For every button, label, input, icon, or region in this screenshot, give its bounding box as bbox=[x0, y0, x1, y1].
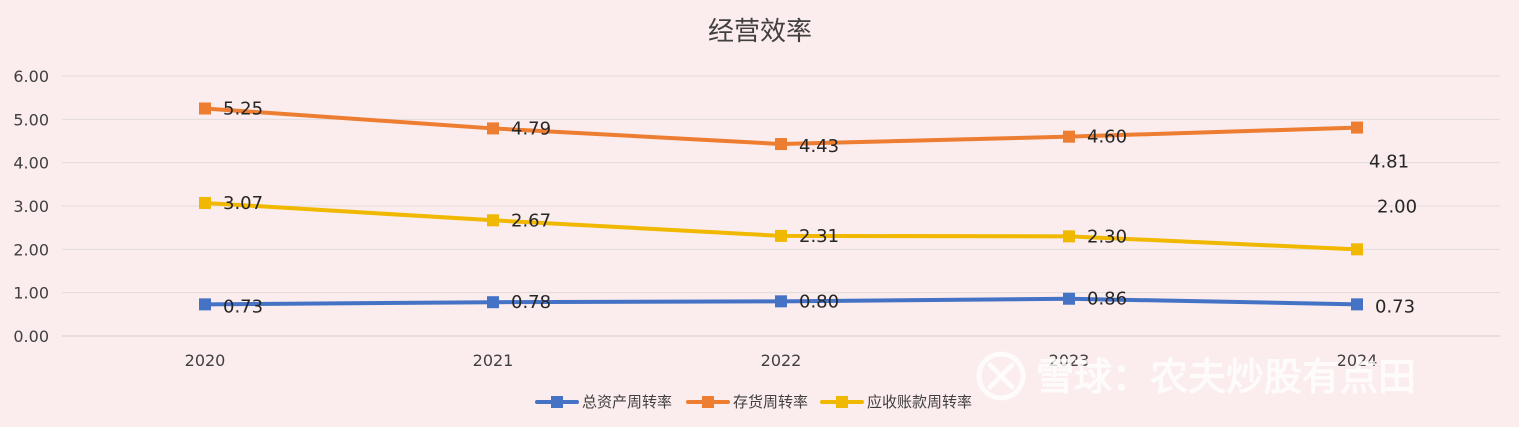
data-label: 2.30 bbox=[1087, 226, 1127, 247]
x-tick-label: 2024 bbox=[1337, 351, 1378, 370]
series-marker bbox=[1351, 298, 1363, 311]
series-lines bbox=[199, 102, 1363, 311]
data-label: 0.80 bbox=[799, 291, 839, 312]
legend-swatch-marker bbox=[702, 396, 714, 408]
data-label: 2.31 bbox=[799, 226, 839, 247]
series-marker bbox=[487, 214, 499, 227]
series-marker bbox=[775, 138, 787, 151]
legend-label: 总资产周转率 bbox=[582, 393, 672, 411]
series-marker bbox=[775, 229, 787, 242]
data-label: 4.43 bbox=[799, 136, 839, 157]
data-label: 4.60 bbox=[1087, 127, 1127, 148]
series-marker bbox=[1063, 130, 1075, 143]
legend-label: 应收账款周转率 bbox=[867, 393, 972, 411]
series-line bbox=[203, 200, 1359, 252]
data-label: 0.78 bbox=[511, 292, 551, 313]
data-label: 2.00 bbox=[1377, 196, 1417, 217]
series-marker bbox=[775, 295, 787, 308]
data-label: 2.67 bbox=[511, 210, 551, 231]
series-marker bbox=[199, 102, 211, 115]
y-tick-label: 5.00 bbox=[13, 110, 49, 129]
series-marker bbox=[487, 296, 499, 309]
y-tick-label: 6.00 bbox=[13, 67, 49, 86]
x-tick-label: 2020 bbox=[185, 351, 226, 370]
y-tick-label: 2.00 bbox=[13, 240, 49, 259]
legend: 总资产周转率 存货周转率 应收账款周转率 bbox=[535, 393, 972, 411]
series-marker bbox=[1063, 292, 1075, 305]
series-marker bbox=[487, 122, 499, 135]
watermark-text: 雪球：农夫炒股有点田 bbox=[1036, 355, 1416, 399]
data-labels: 0.73 0.78 0.80 0.86 0.73 5.25 4.79 4.43 4.60 4.81… bbox=[223, 99, 1417, 318]
x-tick-label: 2022 bbox=[761, 351, 802, 370]
data-label: 4.81 bbox=[1369, 152, 1409, 173]
y-tick-label: 4.00 bbox=[13, 154, 49, 173]
y-tick-label: 3.00 bbox=[13, 197, 49, 216]
data-label: 5.25 bbox=[223, 99, 263, 120]
watermark: 雪球：农夫炒股有点田 bbox=[976, 351, 1416, 401]
series-marker bbox=[1351, 121, 1363, 134]
y-tick-label: 1.00 bbox=[13, 284, 49, 303]
data-label: 3.07 bbox=[223, 193, 263, 214]
series-marker bbox=[1351, 243, 1363, 256]
x-tick-label: 2021 bbox=[473, 351, 514, 370]
series-marker bbox=[199, 298, 211, 311]
y-tick-label: 0.00 bbox=[13, 327, 49, 346]
series-marker bbox=[1063, 230, 1075, 243]
x-tick-label: 2023 bbox=[1049, 351, 1090, 370]
data-label: 0.86 bbox=[1087, 289, 1127, 310]
data-label: 0.73 bbox=[1375, 296, 1415, 317]
gridlines bbox=[62, 75, 1500, 337]
chart-title: 经营效率 bbox=[708, 17, 812, 47]
axes: 0.00 1.00 2.00 3.00 4.00 5.00 6.00 2020 2021 2022… bbox=[13, 67, 1377, 370]
snowball-logo-icon bbox=[976, 351, 1026, 401]
data-label: 0.73 bbox=[223, 296, 263, 317]
legend-swatch-marker bbox=[551, 396, 563, 408]
data-label: 4.79 bbox=[511, 118, 551, 139]
series-marker bbox=[199, 196, 211, 209]
legend-label: 存货周转率 bbox=[733, 393, 808, 411]
legend-swatch-marker bbox=[836, 396, 848, 408]
